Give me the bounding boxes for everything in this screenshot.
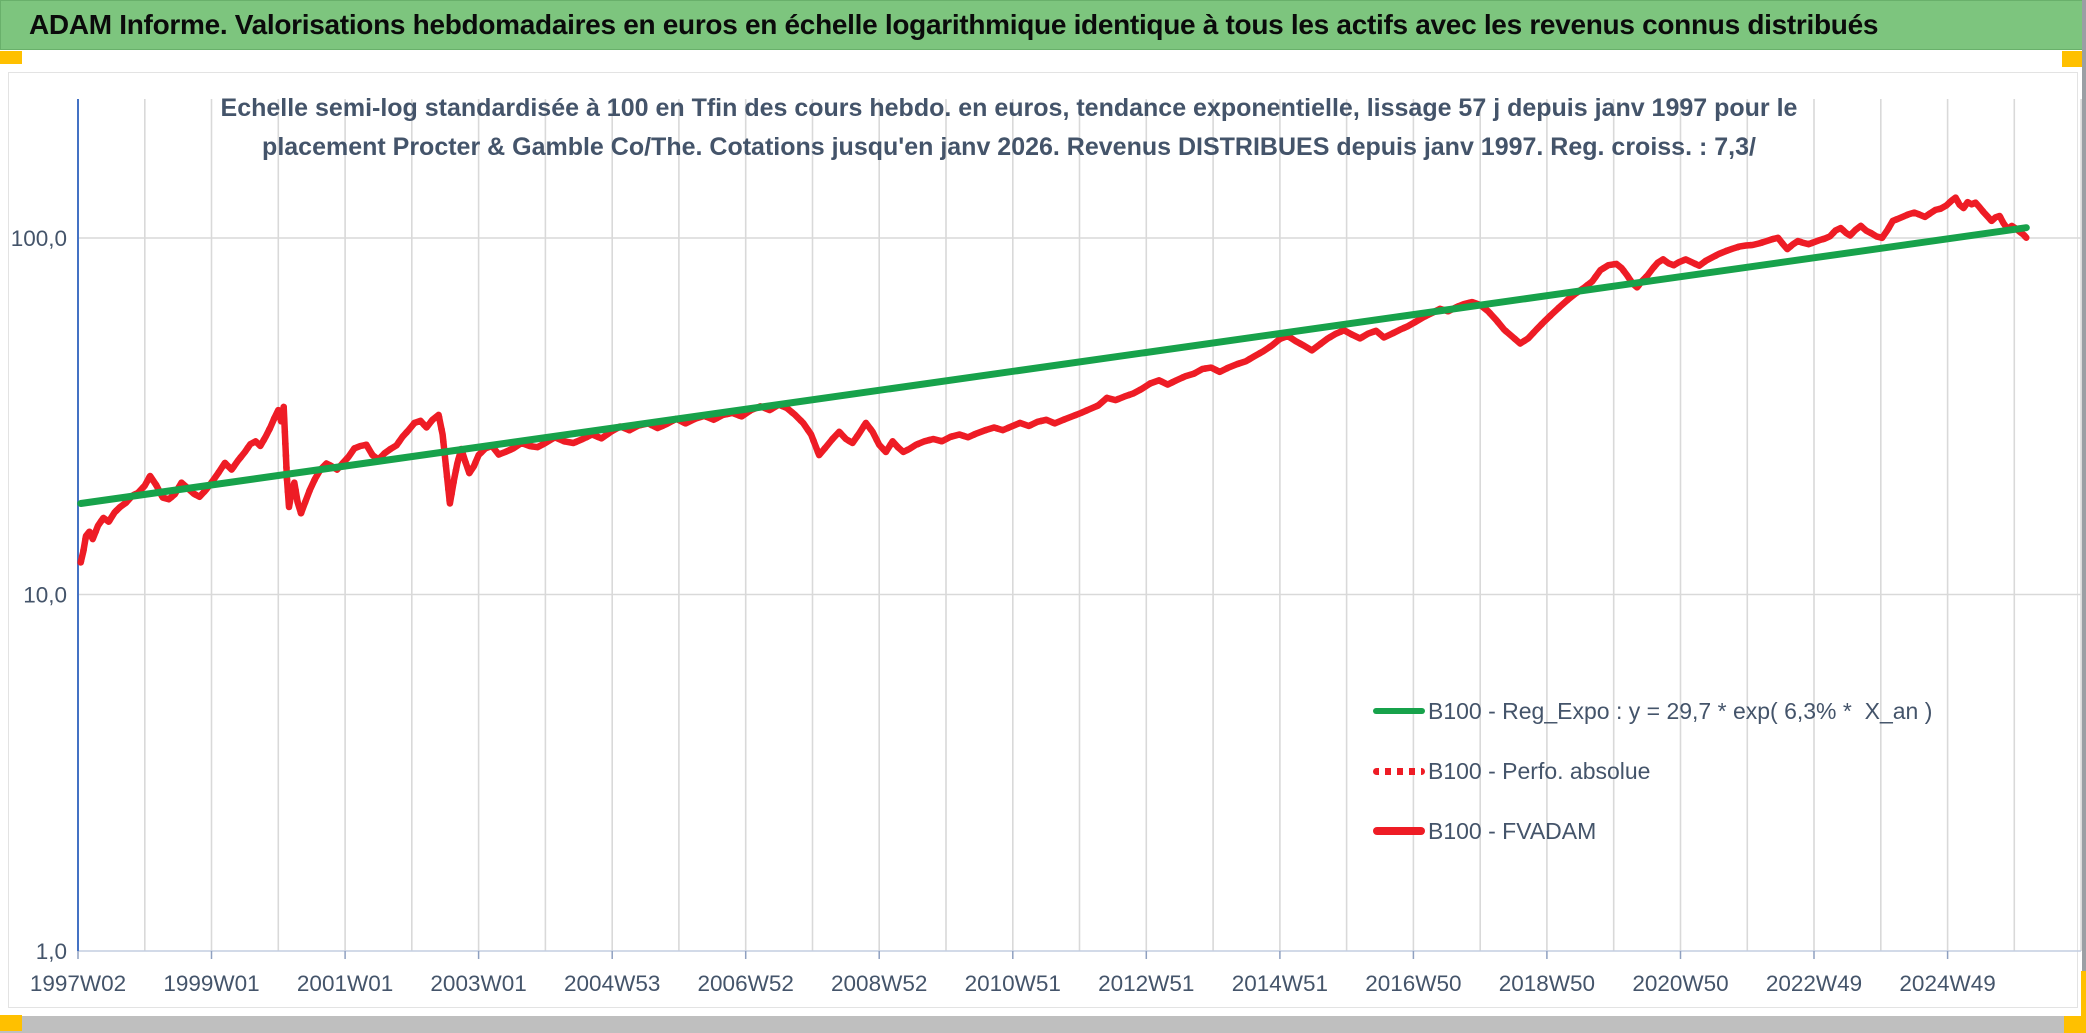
red-solid-line-swatch-icon	[1373, 827, 1425, 835]
red-dotted-line-swatch-icon	[1373, 767, 1425, 775]
x-axis-tick-label: 1997W02	[30, 971, 126, 996]
y-axis-tick-label: 10,0	[23, 583, 67, 608]
x-axis-tick-label: 2004W53	[564, 971, 660, 996]
x-axis-tick-label: 2008W52	[831, 971, 927, 996]
x-axis-tick-label: 2001W01	[297, 971, 393, 996]
x-axis-tick-label: 2010W51	[965, 971, 1061, 996]
legend-item-reg-expo: B100 - Reg_Expo : y = 29,7 * exp( 6,3% *…	[1373, 691, 1932, 731]
chart-title-line2: placement Procter & Gamble Co/The. Cotat…	[262, 133, 1756, 161]
series-b100-reg-expo	[77, 224, 2030, 507]
green-line-swatch-icon	[1373, 708, 1425, 714]
x-axis-tick-label: 2022W49	[1766, 971, 1862, 996]
bottom-edge-strip	[0, 1016, 2086, 1033]
legend-item-perfo-absolue: B100 - Perfo. absolue	[1373, 751, 1932, 791]
x-axis-tick-label: 2020W50	[1632, 971, 1728, 996]
page-title: ADAM Informe. Valorisations hebdomadaire…	[29, 9, 1879, 40]
x-axis-tick-label: 1999W01	[163, 971, 259, 996]
x-axis-tick-label: 2012W51	[1098, 971, 1194, 996]
legend-label: B100 - Perfo. absolue	[1428, 757, 1651, 784]
series-b100-perfo-absolue	[77, 194, 2030, 566]
x-axis-tick-label: 2003W01	[430, 971, 526, 996]
x-axis-tick-label: 2018W50	[1499, 971, 1595, 996]
accent-square-bottom-right	[2064, 1016, 2086, 1033]
x-axis-tick-label: 2016W50	[1365, 971, 1461, 996]
header-bar: ADAM Informe. Valorisations hebdomadaire…	[0, 0, 2086, 50]
legend-label: B100 - FVADAM	[1428, 817, 1597, 844]
x-axis-tick-label: 2024W49	[1899, 971, 1995, 996]
accent-square-bottom-left	[0, 1015, 22, 1031]
series-b100-fvadam	[77, 194, 2030, 566]
chart-title-line1: Echelle semi-log standardisée à 100 en T…	[220, 94, 1798, 122]
chart-panel: 100,0 10,0 1,0 1997W02 1999W01 2001W01 2003W01…	[8, 72, 2082, 1008]
legend-item-fvadam: B100 - FVADAM	[1373, 811, 1932, 851]
y-axis-tick-label: 1,0	[36, 939, 67, 964]
legend-label: B100 - Reg_Expo : y = 29,7 * exp( 6,3% *…	[1428, 697, 1933, 724]
legend: B100 - Reg_Expo : y = 29,7 * exp( 6,3% *…	[1373, 691, 1932, 871]
x-axis-tick-label: 2006W52	[698, 971, 794, 996]
accent-square-top-right	[2062, 51, 2086, 67]
chart-title: Echelle semi-log standardisée à 100 en T…	[9, 89, 2079, 167]
accent-square-right-edge	[2081, 971, 2086, 1018]
x-axis-tick-label: 2014W51	[1232, 971, 1328, 996]
accent-square-top-left	[0, 51, 22, 64]
y-axis-tick-label: 100,0	[11, 226, 67, 251]
right-edge-strip	[2082, 0, 2086, 1033]
